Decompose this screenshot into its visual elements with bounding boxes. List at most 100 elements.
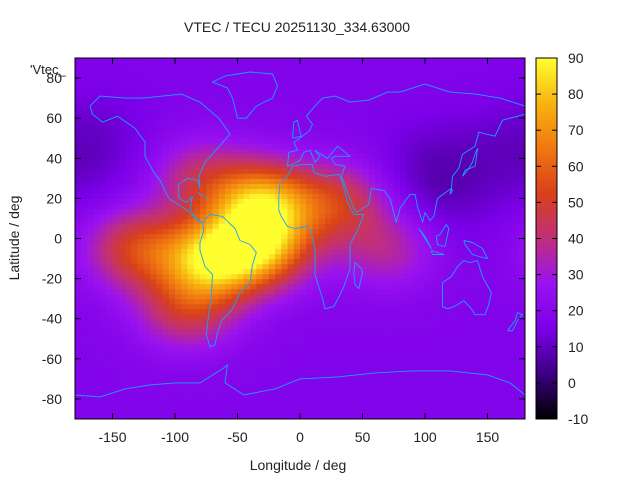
heatmap-cell [193,73,201,79]
heatmap-cell [368,398,376,405]
heatmap-cell [481,73,489,79]
heatmap-cell [168,253,176,260]
heatmap-cell [368,198,376,204]
heatmap-cell [437,403,445,410]
heatmap-cell [362,363,370,370]
heatmap-cell [168,63,176,69]
heatmap-cell [318,58,326,64]
heatmap-cell [306,143,314,149]
heatmap-cell [287,98,295,104]
heatmap-cell [381,373,389,380]
heatmap-cell [406,293,414,300]
heatmap-cell [293,388,301,395]
heatmap-cell [300,358,307,365]
heatmap-cell [150,373,157,380]
heatmap-cell [268,168,276,174]
heatmap-cell [412,298,420,305]
heatmap-cell [450,273,457,280]
heatmap-cell [156,173,164,179]
heatmap-cell [406,113,414,119]
heatmap-cell [406,118,414,124]
heatmap-cell [87,308,95,315]
heatmap-cell [106,188,114,194]
heatmap-cell [318,153,326,159]
heatmap-cell [256,413,264,419]
heatmap-cell [268,193,276,199]
heatmap-cell [500,213,507,220]
heatmap-cell [381,243,389,250]
heatmap-cell [262,383,270,390]
heatmap-cell [231,128,239,134]
heatmap-cell [456,158,464,164]
heatmap-cell [231,408,239,415]
heatmap-cell [150,268,157,275]
heatmap-cell [343,148,351,154]
heatmap-cell [500,228,507,235]
heatmap-cell [312,118,320,124]
heatmap-cell [112,158,120,164]
heatmap-cell [437,168,445,174]
heatmap-cell [468,318,476,325]
heatmap-cell [118,208,126,215]
heatmap-cell [450,138,457,144]
heatmap-cell [75,243,82,250]
heatmap-cell [143,188,151,194]
heatmap-cell [162,368,170,375]
heatmap-cell [162,233,170,240]
heatmap-cell [268,223,276,230]
heatmap-cell [187,108,195,114]
heatmap-cell [443,143,451,149]
heatmap-cell [106,103,114,109]
heatmap-cell [350,178,357,184]
heatmap-cell [225,108,232,114]
heatmap-cell [500,383,507,390]
heatmap-cell [387,348,395,355]
heatmap-cell [125,408,132,415]
heatmap-cell [343,413,351,419]
heatmap-cell [168,288,176,295]
heatmap-cell [343,263,351,270]
heatmap-cell [450,208,457,215]
heatmap-cell [181,78,189,84]
heatmap-cell [387,178,395,184]
heatmap-cell [481,413,489,419]
heatmap-cell [500,78,507,84]
heatmap-cell [81,398,89,405]
heatmap-cell [225,83,232,89]
heatmap-cell [318,128,326,134]
heatmap-cell [131,363,139,370]
heatmap-cell [75,403,82,410]
heatmap-cell [487,68,495,74]
heatmap-cell [362,123,370,129]
heatmap-cell [175,113,182,119]
heatmap-cell [212,393,220,400]
heatmap-cell [481,58,489,64]
heatmap-cell [331,158,339,164]
heatmap-cell [356,68,364,74]
heatmap-cell [218,378,226,385]
heatmap-cell [350,123,357,129]
heatmap-cell [468,278,476,285]
heatmap-cell [262,343,270,350]
heatmap-cell [131,378,139,385]
heatmap-cell [275,378,282,385]
heatmap-cell [281,328,289,335]
heatmap-cell [81,363,89,370]
heatmap-cell [443,328,451,335]
heatmap-cell [412,203,420,210]
heatmap-cell [337,208,345,215]
heatmap-cell [437,313,445,320]
heatmap-cell [243,233,251,240]
heatmap-cell [162,143,170,149]
heatmap-cell [431,148,439,154]
heatmap-cell [425,308,432,315]
heatmap-cell [425,363,432,370]
heatmap-cell [375,253,382,260]
heatmap-cell [293,133,301,139]
heatmap-cell [150,258,157,265]
heatmap-cell [368,368,376,375]
heatmap-cell [131,78,139,84]
heatmap-cell [456,273,464,280]
heatmap-cell [306,293,314,300]
heatmap-cell [268,273,276,280]
